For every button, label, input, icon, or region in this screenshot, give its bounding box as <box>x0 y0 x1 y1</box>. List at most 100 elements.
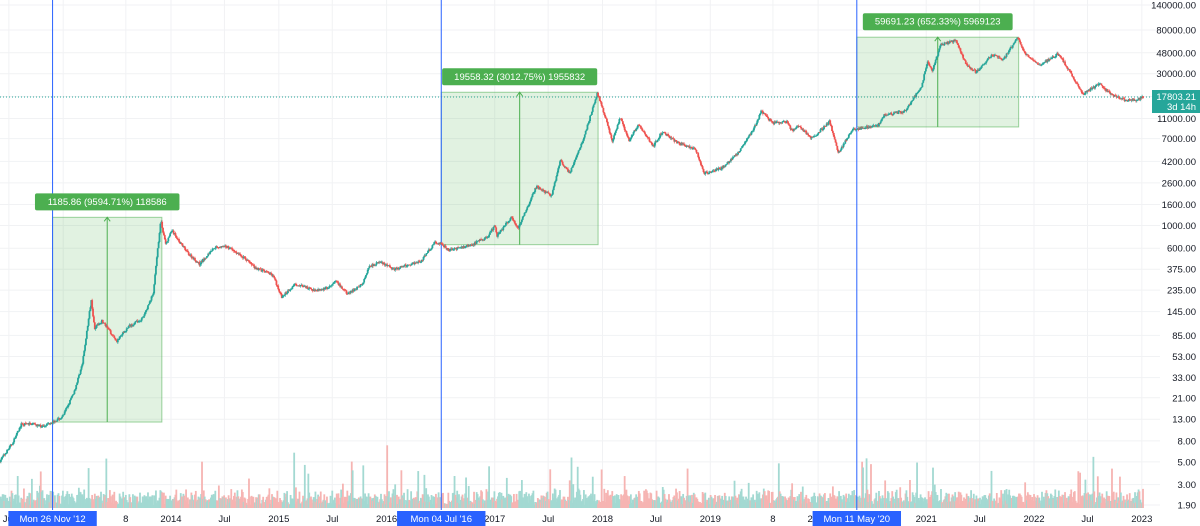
candle-body <box>827 122 830 125</box>
candle-body <box>888 113 891 115</box>
candle-body <box>848 133 851 135</box>
volume-bar <box>800 491 802 508</box>
candle-body <box>881 117 884 120</box>
candle-body <box>311 290 314 292</box>
candle-body <box>0 461 1 463</box>
candle-body <box>482 239 485 241</box>
candle-body <box>578 149 581 151</box>
candle-body <box>753 127 755 131</box>
candle-body <box>983 63 986 65</box>
candle-body <box>122 332 125 334</box>
candle-body <box>549 193 552 197</box>
candle-body <box>691 148 694 150</box>
candle-body <box>805 131 808 135</box>
volume-bar <box>87 468 90 508</box>
candle-body <box>993 55 996 57</box>
candle-body <box>777 121 779 123</box>
candle-body <box>925 68 927 72</box>
volume-bar <box>614 495 616 508</box>
price-axis[interactable]: 140000.0080000.0048000.0030000.0018000.0… <box>1151 1 1196 512</box>
candle-body <box>887 113 890 115</box>
candle-body <box>365 275 367 278</box>
candle-body <box>1006 53 1009 55</box>
candle-body <box>1025 53 1027 56</box>
volume-bar <box>600 469 603 508</box>
candle-body <box>424 255 427 257</box>
volume-bar <box>638 493 641 508</box>
candle-body <box>696 152 699 154</box>
volume-bar <box>1013 496 1016 508</box>
candle-body <box>394 269 397 271</box>
candle-body <box>734 155 737 156</box>
candle-body <box>811 136 814 138</box>
candle-body <box>176 237 179 239</box>
candle-body <box>275 280 278 286</box>
candle-body <box>766 115 769 118</box>
volume-bar <box>771 491 774 508</box>
candle-body <box>124 331 127 332</box>
volume-bar <box>782 496 785 508</box>
candle-body <box>1012 43 1015 46</box>
candle-body <box>758 114 761 119</box>
candle-body <box>1031 58 1034 60</box>
candle-body <box>95 325 98 328</box>
candle-body <box>561 161 564 165</box>
candle-body <box>1078 86 1081 89</box>
candle-body <box>607 125 610 129</box>
candle-body <box>700 164 703 167</box>
candle-body <box>686 145 689 147</box>
candle-body <box>932 65 935 70</box>
y-tick-label: 1600.00 <box>1162 200 1196 211</box>
volume-bar <box>1048 498 1050 508</box>
candle-body <box>142 316 145 318</box>
candle-body <box>139 320 142 322</box>
candle-body <box>69 398 72 401</box>
candle-body <box>807 133 809 135</box>
volume-bar <box>485 489 488 508</box>
volume-bar <box>1041 491 1043 508</box>
volume-bar <box>948 493 950 508</box>
candle-body <box>551 194 553 196</box>
candle-body <box>629 137 632 140</box>
candle-body <box>104 323 107 326</box>
halving-lines <box>52 0 858 510</box>
candle-body <box>565 166 568 169</box>
candle-body <box>328 286 331 288</box>
candle-body <box>728 161 731 163</box>
candle-body <box>563 165 566 167</box>
candle-body <box>516 225 519 228</box>
candle-body <box>637 125 639 128</box>
x-tick-label: Jul <box>650 514 662 525</box>
volume-bar <box>576 466 579 508</box>
candle-body <box>529 199 532 202</box>
candle-body <box>592 104 595 108</box>
candle-body <box>581 143 584 144</box>
volume-bar <box>43 498 46 508</box>
candle-body <box>502 227 505 230</box>
candle-body <box>599 100 602 103</box>
volume-bar <box>298 491 301 508</box>
candle-body <box>537 186 540 190</box>
candle-body <box>1002 58 1005 60</box>
volume-bar <box>568 480 571 508</box>
measure-ranges[interactable] <box>52 36 1020 423</box>
time-axis[interactable]: Jul201382014Jul2015Jul20162017Jul2018Jul… <box>3 514 1153 525</box>
candle-body <box>127 326 130 329</box>
candle-body <box>1062 58 1065 62</box>
halving-date-label-bg <box>812 511 902 526</box>
volume-bar <box>736 497 739 508</box>
volume-bar <box>163 492 165 508</box>
candle-body <box>837 149 840 153</box>
candle-body <box>750 131 753 135</box>
candle-body <box>992 54 995 57</box>
candle-body <box>613 135 615 140</box>
candle-body <box>419 261 422 263</box>
candle-body <box>457 247 459 249</box>
candle-body <box>1059 55 1062 58</box>
candle-body <box>971 68 973 71</box>
candle-body <box>1 456 4 458</box>
candle-body <box>697 153 700 158</box>
candle-body <box>1013 42 1016 44</box>
candle-body <box>267 271 270 274</box>
